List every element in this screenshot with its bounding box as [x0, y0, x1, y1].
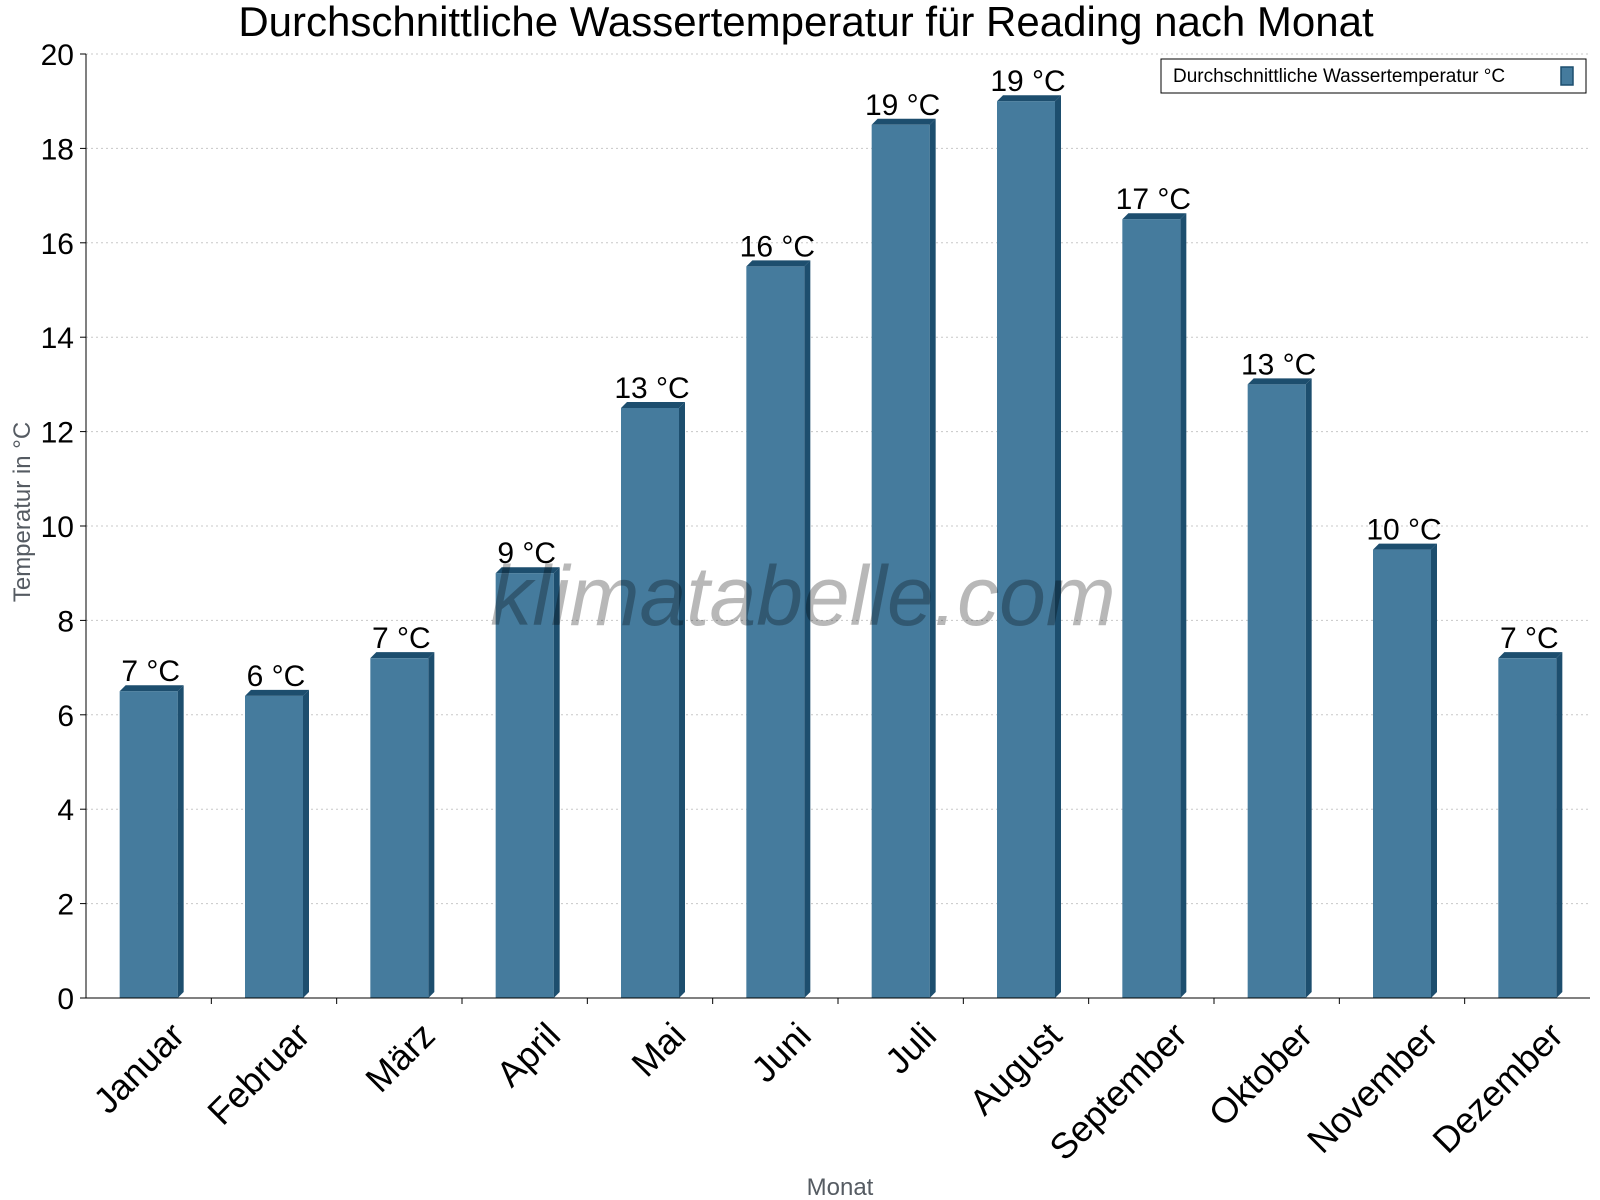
bar-top: [1498, 652, 1563, 659]
legend-swatch: [1560, 66, 1574, 86]
x-tick-label: Mai: [623, 1014, 693, 1084]
data-label: 7 °C: [372, 622, 431, 655]
y-tick-label: 12: [41, 417, 74, 450]
data-label: 13 °C: [1241, 348, 1316, 381]
x-tick-labels: Januar Februar März April Mai Juni Juli AugustS…: [85, 1014, 1571, 1168]
axes: [80, 53, 1590, 1004]
legend: Durchschnittliche Wassertemperatur °C: [1160, 58, 1587, 94]
bar-top: [621, 402, 685, 408]
bar-side: [1305, 378, 1312, 998]
bar-top: [119, 685, 184, 692]
bar-side: [1180, 213, 1187, 998]
bar-side: [553, 567, 560, 998]
legend-box: [1160, 58, 1587, 94]
data-label: 13 °C: [614, 372, 689, 405]
bar-top: [997, 95, 1061, 102]
legend-label: Durchschnittliche Wassertemperatur °C: [1173, 66, 1505, 87]
bar: [495, 573, 554, 998]
bar-top: [1247, 378, 1312, 385]
bar: [746, 266, 805, 998]
x-tick-label: Juli: [877, 1014, 944, 1081]
data-label: 7 °C: [1500, 622, 1559, 655]
chart-title: Durchschnittliche Wassertemperatur für R…: [238, 0, 1374, 45]
bar-side: [804, 260, 811, 998]
bar: [1373, 549, 1431, 998]
y-tick-label: 16: [41, 228, 74, 261]
bar: [621, 408, 679, 998]
x-tick-label: Januar: [85, 1014, 192, 1121]
bar-side: [679, 402, 685, 998]
data-label: 19 °C: [865, 89, 940, 122]
x-tick-label: Februar: [199, 1014, 317, 1132]
bar: [1122, 219, 1181, 998]
y-tick-label: 18: [41, 133, 74, 166]
x-tick-label: April: [488, 1014, 568, 1094]
y-tick-label: 20: [41, 39, 74, 72]
bar-series: [119, 95, 1563, 999]
bar-top: [871, 118, 936, 125]
y-tick-label: 10: [41, 511, 74, 544]
x-tick-label: Oktober: [1201, 1014, 1321, 1134]
bar-side: [303, 689, 309, 998]
data-label: 9 °C: [497, 537, 556, 570]
data-label: 7 °C: [121, 655, 180, 688]
data-label: 6 °C: [247, 660, 306, 693]
y-tick-label: 2: [57, 889, 74, 922]
data-labels: 7 °C 6 °C 7 °C 9 °C 13 °C 16 °C 19 °C 19 °C 17 °…: [121, 65, 1558, 693]
x-tick-label: März: [357, 1014, 443, 1100]
x-tick-label: November: [1299, 1014, 1445, 1160]
data-label: 16 °C: [740, 230, 815, 263]
data-label: 10 °C: [1366, 514, 1441, 547]
y-tick-label: 14: [41, 322, 74, 355]
bar-side: [1431, 543, 1437, 998]
watermark: klimatabelle.com: [490, 549, 1116, 643]
x-tick-label: August: [961, 1014, 1069, 1122]
data-label: 17 °C: [1116, 183, 1191, 216]
y-tick-label: 0: [57, 983, 74, 1016]
y-tick-label: 6: [57, 700, 74, 733]
x-tick-label: September: [1041, 1014, 1195, 1168]
x-axis-label: Monat: [807, 1174, 874, 1200]
y-tick-label: 8: [57, 605, 74, 638]
bar-side: [1055, 95, 1061, 998]
bar-top: [1373, 543, 1437, 550]
bar: [119, 691, 178, 998]
bar: [370, 658, 429, 998]
bar: [997, 101, 1055, 998]
y-axis-label: Temperatur in °C: [9, 422, 36, 602]
bar-top: [370, 652, 435, 659]
bar-top: [495, 567, 560, 574]
x-tick-label: Dezember: [1424, 1014, 1570, 1160]
data-label: 19 °C: [990, 65, 1065, 98]
y-tick-label: 4: [57, 794, 74, 827]
bar-top: [1122, 213, 1187, 220]
bar-side: [1556, 652, 1563, 998]
bar: [245, 695, 303, 998]
bar: [871, 124, 930, 999]
bar-top: [746, 260, 811, 267]
bar-side: [929, 118, 936, 999]
bar-side: [177, 685, 184, 998]
y-tick-labels: 0 2 4 6 8 10 12 14 16 18 20: [41, 39, 74, 1016]
bar-side: [428, 652, 435, 998]
bar: [1498, 658, 1557, 998]
bar: [1247, 384, 1306, 998]
bar-top: [245, 689, 309, 696]
x-tick-label: Juni: [743, 1014, 819, 1090]
gridlines: [86, 53, 1590, 905]
